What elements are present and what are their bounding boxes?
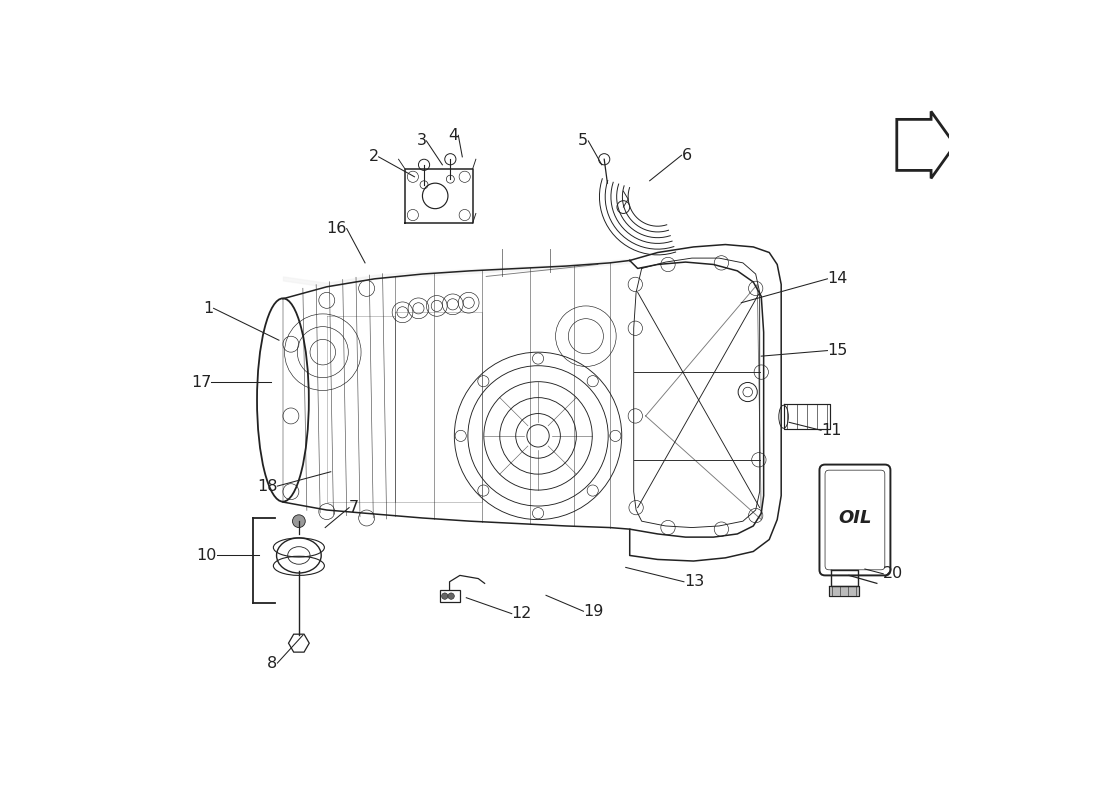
Text: 17: 17 bbox=[190, 375, 211, 390]
Text: 12: 12 bbox=[512, 606, 532, 621]
Text: 18: 18 bbox=[257, 478, 277, 494]
Text: 7: 7 bbox=[349, 500, 360, 515]
Text: 6: 6 bbox=[682, 148, 692, 162]
Circle shape bbox=[293, 515, 306, 527]
Text: 10: 10 bbox=[197, 548, 217, 563]
Text: 3: 3 bbox=[417, 134, 427, 149]
Text: 16: 16 bbox=[327, 221, 346, 236]
Text: 8: 8 bbox=[267, 655, 277, 670]
Text: 5: 5 bbox=[579, 134, 588, 149]
Circle shape bbox=[441, 593, 448, 599]
Text: 1: 1 bbox=[204, 301, 213, 316]
Text: 2: 2 bbox=[368, 150, 378, 164]
Text: 15: 15 bbox=[827, 343, 848, 358]
Circle shape bbox=[448, 593, 454, 599]
Text: 13: 13 bbox=[684, 574, 704, 590]
Text: 14: 14 bbox=[827, 271, 848, 286]
Text: OIL: OIL bbox=[838, 509, 871, 527]
Polygon shape bbox=[829, 586, 859, 596]
Text: 19: 19 bbox=[583, 604, 604, 618]
Text: 4: 4 bbox=[448, 128, 459, 143]
Text: 11: 11 bbox=[821, 422, 842, 438]
Text: 20: 20 bbox=[883, 566, 903, 582]
